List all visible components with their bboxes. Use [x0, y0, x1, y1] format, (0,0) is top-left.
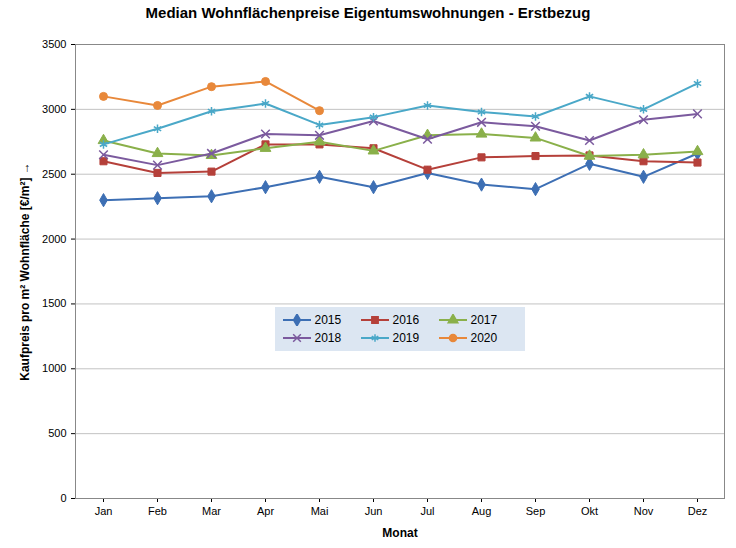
svg-text:Mai: Mai	[311, 505, 329, 517]
svg-text:Aug: Aug	[472, 505, 492, 517]
svg-text:2500: 2500	[42, 168, 66, 180]
html-text:2015: 2015	[314, 313, 342, 328]
html-text:2017: 2017	[470, 313, 498, 328]
svg-text:Monat: Monat	[382, 526, 417, 540]
svg-text:Sep: Sep	[526, 505, 546, 517]
html-text:2019: 2019	[392, 331, 420, 346]
svg-text:Apr: Apr	[257, 505, 274, 517]
svg-text:3000: 3000	[42, 103, 66, 115]
svg-text:1500: 1500	[42, 297, 66, 309]
svg-text:Feb: Feb	[148, 505, 167, 517]
svg-text:1000: 1000	[42, 362, 66, 374]
svg-text:Jan: Jan	[95, 505, 113, 517]
svg-text:Dez: Dez	[688, 505, 708, 517]
svg-text:Mar: Mar	[202, 505, 221, 517]
html-text:2016: 2016	[392, 313, 420, 328]
svg-text:2000: 2000	[42, 233, 66, 245]
svg-text:Jun: Jun	[365, 505, 383, 517]
html-text:2018: 2018	[314, 331, 342, 346]
html-text:Median Wohnflächenpreise Eigen: Median Wohnflächenpreise Eigentumswohnun…	[145, 4, 591, 21]
svg-text:Jul: Jul	[420, 505, 434, 517]
svg-text:0: 0	[60, 492, 66, 504]
svg-text:Nov: Nov	[634, 505, 654, 517]
svg-text:Okt: Okt	[581, 505, 598, 517]
svg-text:3500: 3500	[42, 38, 66, 50]
svg-text:Kaufpreis pro m² Wohnfläche [€: Kaufpreis pro m² Wohnfläche [€/m²] →	[18, 162, 32, 380]
svg-text:500: 500	[48, 427, 66, 439]
html-text:2020: 2020	[470, 331, 498, 346]
